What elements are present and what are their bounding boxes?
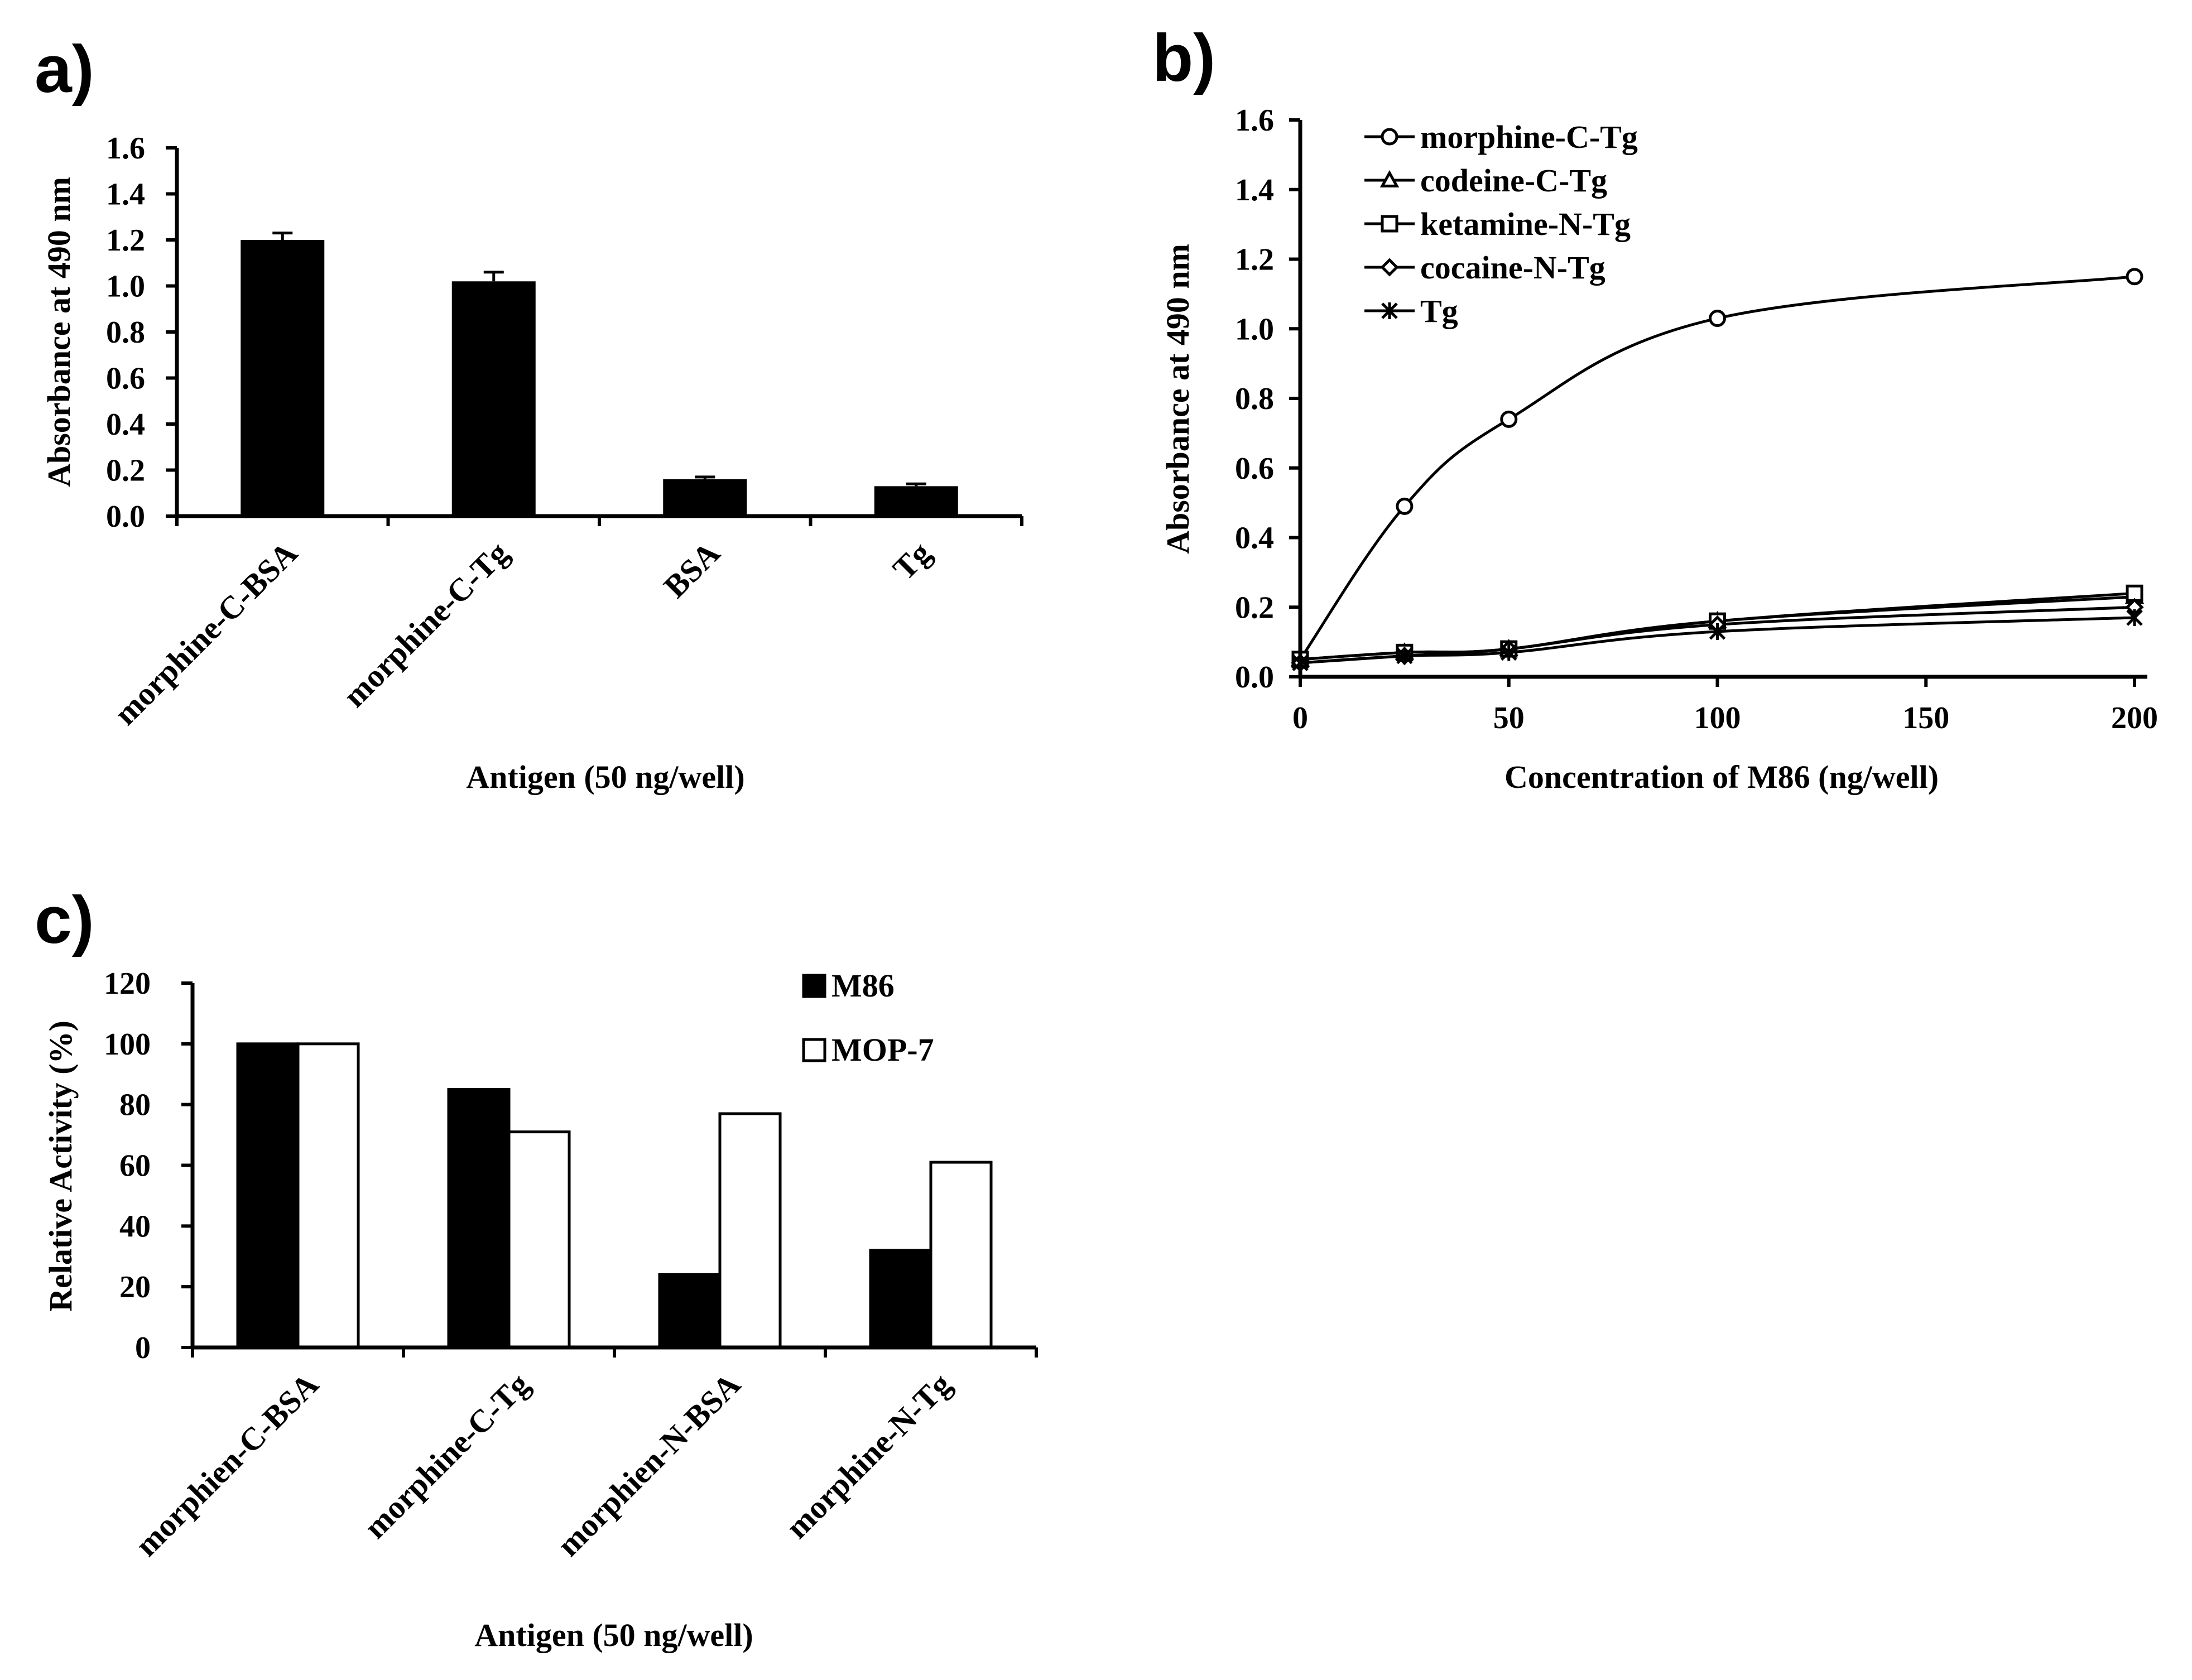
legend-label: MOP-7 bbox=[831, 1032, 934, 1068]
bar-MOP-7-morphien-N-BSA bbox=[718, 1112, 782, 1349]
y-tick-label: 0.0 bbox=[106, 499, 145, 534]
panel-b-line-chart: b) 0.0 0.2 0.4 0.6 0.8 1.0 1.2 1.4 1.6 0 50 100 150… bbox=[1152, 21, 2158, 795]
y-tick-label: 0.6 bbox=[106, 362, 145, 396]
panel-a-y-ticks: 0.0 0.2 0.4 0.6 0.8 1.0 1.2 1.4 1.6 bbox=[106, 131, 177, 534]
panel-a-category-labels: morphine-C-BSA morphine-C-Tg BSA Tg bbox=[107, 535, 938, 732]
panel-c-legend: M86 MOP-7 bbox=[802, 967, 934, 1068]
panel-c-y-ticks: 0 20 40 60 80 100 120 bbox=[104, 966, 193, 1365]
data-point bbox=[1709, 310, 1726, 328]
y-tick-label: 1.2 bbox=[106, 223, 145, 258]
y-tick-label: 1.4 bbox=[106, 177, 145, 212]
y-tick-label: 1.6 bbox=[1235, 103, 1274, 138]
y-tick-label: 0.6 bbox=[1235, 451, 1274, 486]
data-point bbox=[1500, 644, 1517, 661]
y-tick-label: 0.8 bbox=[1235, 382, 1274, 416]
y-tick-label: 80 bbox=[119, 1088, 151, 1123]
panel-b-x-axis-title: Concentration of M86 (ng/well) bbox=[1504, 759, 1939, 795]
series-line-morphine-C-Tg bbox=[1299, 275, 2135, 661]
panel-a-bar-chart: a) 0.0 0.2 0.4 0.6 0.8 1.0 1.2 1.4 1.6 morphine-… bbox=[35, 32, 1023, 795]
legend-swatch-M86 bbox=[802, 974, 826, 998]
bar-M86-morphien-C-BSA bbox=[236, 1042, 300, 1349]
legend-marker bbox=[1379, 170, 1400, 187]
y-tick-label: 0.4 bbox=[1235, 521, 1274, 556]
y-tick-label: 100 bbox=[104, 1027, 151, 1062]
panel-a-bars bbox=[175, 232, 1023, 526]
panel-c-category-labels: morphien-C-BSA morphine-C-Tg morphien-N-BS… bbox=[128, 1366, 959, 1563]
y-tick-label: 120 bbox=[104, 966, 151, 1001]
legend-label: Tg bbox=[1420, 293, 1458, 329]
panel-b-label: b) bbox=[1152, 21, 1215, 95]
y-tick-label: 0.0 bbox=[1235, 660, 1274, 695]
y-tick-label: 1.2 bbox=[1235, 243, 1274, 277]
category-label: morphine-C-Tg bbox=[357, 1366, 537, 1546]
data-point bbox=[2126, 609, 2143, 626]
category-label: morphien-N-BSA bbox=[550, 1366, 748, 1563]
y-tick-label: 0.8 bbox=[106, 315, 145, 350]
panel-a-label: a) bbox=[35, 32, 94, 107]
category-label: morphine-N-Tg bbox=[779, 1366, 959, 1546]
data-point bbox=[1709, 623, 1726, 640]
category-label: Tg bbox=[886, 535, 938, 587]
x-tick-label: 0 bbox=[1292, 701, 1308, 735]
legend-label: cocaine-N-Tg bbox=[1420, 249, 1605, 286]
series-line-Tg bbox=[1300, 616, 2135, 665]
y-tick-label: 1.0 bbox=[106, 269, 145, 304]
y-tick-label: 1.6 bbox=[106, 131, 145, 166]
y-tick-label: 1.0 bbox=[1235, 312, 1274, 346]
bar-morphine-C-Tg bbox=[451, 281, 536, 516]
y-tick-label: 0.4 bbox=[106, 407, 145, 442]
y-tick-label: 0.2 bbox=[1235, 590, 1274, 625]
y-tick-label: 0 bbox=[135, 1331, 151, 1365]
bar-BSA bbox=[663, 479, 747, 516]
x-tick-label: 150 bbox=[1902, 701, 1949, 735]
legend-label: codeine-C-Tg bbox=[1420, 162, 1607, 199]
panel-c-label: c) bbox=[35, 883, 94, 957]
panel-c-y-axis-title: Relative Activity (%) bbox=[42, 1020, 79, 1312]
panel-b-y-ticks: 0.0 0.2 0.4 0.6 0.8 1.0 1.2 1.4 1.6 bbox=[1235, 103, 1300, 695]
bar-MOP-7-morphien-C-BSA bbox=[296, 1042, 360, 1349]
category-label: morphien-C-BSA bbox=[128, 1366, 326, 1563]
legend-marker bbox=[1381, 215, 1398, 233]
bar-morphine-C-BSA bbox=[241, 240, 325, 516]
data-point bbox=[2126, 268, 2143, 286]
y-tick-label: 20 bbox=[119, 1270, 151, 1304]
category-label: BSA bbox=[657, 535, 727, 605]
y-tick-label: 60 bbox=[119, 1149, 151, 1183]
data-point bbox=[1500, 410, 1518, 428]
legend-label: M86 bbox=[831, 967, 895, 1004]
bar-M86-morphine-C-Tg bbox=[447, 1087, 511, 1349]
bar-M86-morphine-N-Tg bbox=[869, 1249, 932, 1349]
panel-a-y-axis-title: Absorbance at 490 nm bbox=[41, 177, 77, 487]
panel-b-legend: morphine-C-Tg codeine-C-Tg ketamine-N-Tg co… bbox=[1364, 119, 1638, 329]
category-label: morphine-C-BSA bbox=[107, 535, 305, 732]
panel-c-x-axis-title: Antigen (50 ng/well) bbox=[474, 1617, 753, 1653]
legend-marker bbox=[1381, 302, 1398, 319]
category-label: morphine-C-Tg bbox=[336, 535, 516, 714]
data-point bbox=[1396, 647, 1413, 665]
y-tick-label: 40 bbox=[119, 1209, 151, 1244]
bar-M86-morphien-N-BSA bbox=[658, 1273, 722, 1349]
legend-marker bbox=[1380, 258, 1399, 277]
x-tick-label: 100 bbox=[1694, 701, 1741, 735]
legend-label: morphine-C-Tg bbox=[1420, 119, 1638, 155]
legend-swatch-MOP-7 bbox=[802, 1038, 826, 1062]
legend-label: ketamine-N-Tg bbox=[1420, 206, 1631, 242]
panel-b-y-axis-title: Absorbance at 490 nm bbox=[1160, 244, 1196, 554]
panel-a-x-axis-title: Antigen (50 ng/well) bbox=[466, 759, 744, 795]
bar-MOP-7-morphine-N-Tg bbox=[929, 1161, 993, 1349]
x-tick-label: 200 bbox=[2111, 701, 2158, 735]
x-tick-label: 50 bbox=[1493, 701, 1525, 735]
data-point bbox=[1396, 497, 1414, 515]
panel-b-x-ticks: 0 50 100 150 200 bbox=[1292, 677, 2158, 735]
panel-c-bars bbox=[191, 1042, 1038, 1358]
y-tick-label: 0.2 bbox=[106, 454, 145, 488]
bar-MOP-7-morphine-C-Tg bbox=[507, 1130, 571, 1349]
panel-b-series bbox=[1290, 268, 2145, 672]
y-tick-label: 1.4 bbox=[1235, 173, 1274, 208]
bar-Tg bbox=[874, 486, 958, 516]
legend-marker bbox=[1381, 128, 1398, 146]
